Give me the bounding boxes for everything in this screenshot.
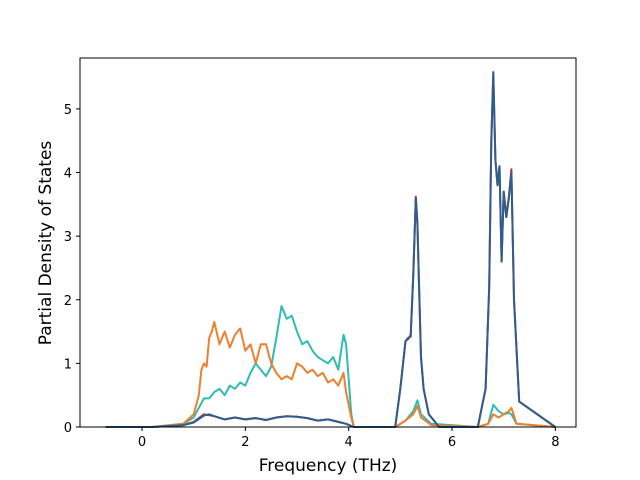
series-layer [105,71,556,428]
x-tick-label: 0 [138,435,146,450]
y-axis-label: Partial Density of States [36,141,56,346]
x-axis-label: Frequency (THz) [259,456,398,476]
x-tick-label: 2 [241,435,249,450]
y-axis: 0 1 2 3 4 5 [64,103,80,436]
y-tick-label: 1 [64,357,72,372]
y-tick-label: 3 [64,230,72,245]
x-axis: 0 2 4 6 8 [138,427,559,450]
series-line-4 [105,71,556,428]
x-tick-label: 8 [551,435,559,450]
y-tick-label: 0 [64,421,72,436]
plot-frame [79,57,577,428]
x-tick-label: 4 [345,435,353,450]
x-tick-label: 6 [448,435,456,450]
y-tick-label: 5 [64,103,72,118]
y-tick-label: 4 [64,167,72,182]
y-tick-label: 2 [64,294,72,309]
